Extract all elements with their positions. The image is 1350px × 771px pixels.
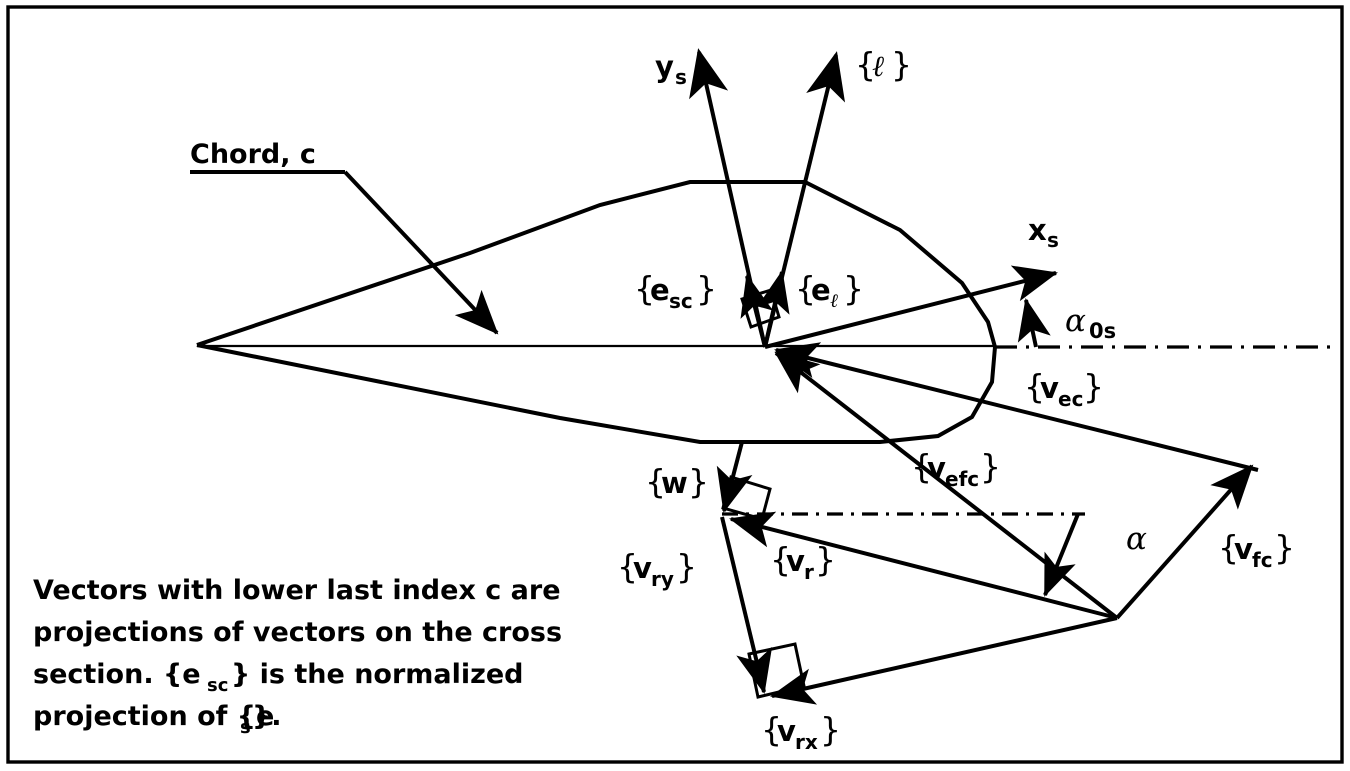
lift-close-brace: } — [891, 45, 912, 84]
alpha-label: α — [1126, 521, 1147, 557]
v-efc-open-brace: { — [911, 447, 932, 486]
v-efc-subscript: efc — [945, 467, 979, 491]
w-open-brace: { — [645, 462, 666, 501]
v-ec-open-brace: { — [1024, 367, 1045, 406]
lift-base: ℓ — [872, 49, 884, 83]
e-l-label: { e ℓ } — [795, 269, 864, 312]
v-efc-close-brace: } — [980, 447, 1001, 486]
note-line-1: Vectors with lower last index c are — [33, 575, 561, 606]
v-fc-label: { v fc } — [1218, 528, 1295, 572]
note-line-3-a: section. {e — [33, 659, 201, 690]
explanatory-note: Vectors with lower last index c are proj… — [33, 575, 562, 738]
v-ry-vector-arrow — [720, 516, 773, 694]
note-line-3: section. {e sc } is the normalized — [33, 659, 524, 696]
v-efc-base: v — [927, 451, 946, 485]
v-fc-subscript: fc — [1252, 548, 1273, 572]
v-r-label: { v r } — [770, 540, 836, 584]
w-label: { w } — [645, 462, 709, 501]
ys-base: y — [655, 50, 674, 84]
w-base: w — [661, 466, 688, 500]
v-r-close-brace: } — [815, 540, 836, 579]
v-ry-label: { v ry } — [617, 547, 697, 591]
alpha-0s-base: α — [1065, 303, 1086, 339]
alpha-angle-arc — [1043, 513, 1080, 597]
e-l-base: e — [811, 273, 831, 307]
xs-base: x — [1028, 213, 1047, 247]
e-sc-label: { e sc } — [634, 269, 717, 313]
v-fc-open-brace: { — [1218, 528, 1239, 567]
xs-axis-label: x s — [1028, 213, 1059, 252]
note-line-3-sub: sc — [207, 675, 228, 696]
note-line-4-a: projection of {e — [33, 701, 274, 732]
right-angle-marker-junction-icon — [721, 475, 772, 521]
v-fc-vector-arrow — [1115, 464, 1254, 620]
v-ry-base: v — [633, 551, 652, 585]
ys-axis-label: y s — [655, 50, 687, 89]
v-ec-subscript: ec — [1058, 387, 1083, 411]
v-r-base: v — [786, 544, 805, 578]
alpha-0s-label: α 0s — [1065, 303, 1116, 343]
note-line-2: projections of vectors on the cross — [33, 617, 562, 648]
note-line-4-b: }. — [252, 701, 281, 732]
v-ec-label: { v ec } — [1024, 367, 1104, 411]
v-ry-subscript: ry — [651, 567, 674, 591]
e-l-open-brace: { — [795, 269, 816, 308]
note-line-4: projection of {e s }. — [33, 701, 281, 738]
w-close-brace: } — [688, 462, 709, 501]
xs-axis-arrow — [764, 265, 1058, 349]
v-r-vector-arrow — [729, 511, 1118, 620]
note-line-4-sub: s — [240, 717, 251, 738]
v-rx-label: { v rx } — [761, 710, 841, 754]
e-l-subscript: ℓ — [830, 290, 838, 312]
lift-open-brace: { — [855, 45, 876, 84]
e-l-unit-vector-arrow — [756, 270, 790, 348]
e-l-close-brace: } — [843, 269, 864, 308]
e-sc-open-brace: { — [634, 269, 655, 308]
alpha-0s-subscript: 0s — [1089, 319, 1116, 343]
e-sc-subscript: sc — [669, 289, 693, 313]
v-r-subscript: r — [804, 560, 814, 584]
v-rx-subscript: rx — [795, 730, 818, 754]
v-ec-close-brace: } — [1083, 367, 1104, 406]
note-line-3-b: } is the normalized — [231, 659, 524, 690]
lift-frame-label: { ℓ } — [855, 45, 912, 84]
chord-leader-arrow — [343, 170, 499, 335]
figure-border — [6, 5, 1344, 764]
airfoil-upper-surface — [196, 180, 997, 348]
v-rx-close-brace: } — [820, 710, 841, 749]
v-ec-vector-arrow — [774, 342, 1259, 472]
v-ry-close-brace: } — [676, 547, 697, 586]
alpha-0s-angle-arc — [1017, 298, 1051, 348]
v-ec-base: v — [1040, 371, 1059, 405]
v-rx-open-brace: { — [761, 710, 782, 749]
v-efc-label: { v efc } — [911, 447, 1001, 491]
v-r-open-brace: { — [770, 540, 791, 579]
e-sc-close-brace: } — [696, 269, 717, 308]
e-sc-base: e — [650, 273, 670, 307]
v-ry-open-brace: { — [617, 547, 638, 586]
xs-subscript: s — [1047, 228, 1059, 252]
v-rx-vector-arrow — [770, 616, 1118, 705]
chord-label: Chord, c — [190, 139, 316, 170]
right-angle-marker-origin-icon — [740, 288, 781, 329]
v-fc-close-brace: } — [1274, 528, 1295, 567]
airfoil-lower-surface — [196, 343, 997, 444]
e-sc-unit-vector-arrow — [740, 274, 774, 348]
v-rx-base: v — [777, 714, 796, 748]
v-fc-base: v — [1234, 532, 1253, 566]
ys-subscript: s — [675, 65, 687, 89]
